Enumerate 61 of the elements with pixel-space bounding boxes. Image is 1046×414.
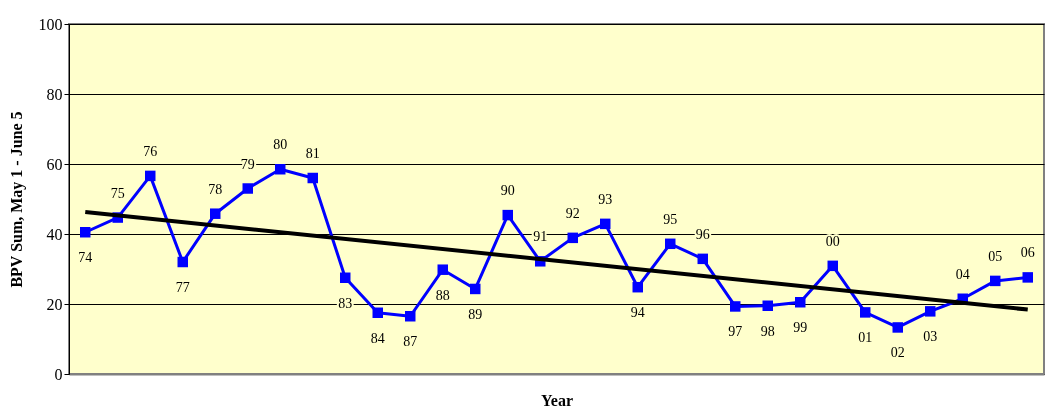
point: [990, 275, 1001, 287]
x-tick-label: 05: [988, 248, 1003, 264]
point: [925, 306, 936, 317]
x-tick-label: 80: [273, 137, 288, 153]
point: [632, 281, 643, 293]
y-tick-label: 80: [46, 85, 63, 103]
x-tick-label: 81: [305, 146, 320, 161]
point: [827, 260, 838, 272]
point: [340, 272, 351, 283]
point: [567, 232, 578, 244]
x-tick-label: 95: [663, 211, 678, 227]
x-tick-label: 02: [890, 345, 905, 361]
point: [892, 322, 903, 333]
point: [730, 301, 741, 312]
point: [860, 307, 871, 318]
point: [145, 170, 156, 182]
point: [697, 253, 708, 265]
x-tick-label: 77: [175, 280, 190, 295]
x-tick-label: 75: [110, 185, 125, 201]
point: [275, 164, 286, 175]
x-tick-label: 93: [598, 191, 613, 207]
point: [405, 311, 416, 322]
x-tick-label: 92: [565, 205, 580, 221]
x-axis-title: Year: [541, 391, 573, 409]
point: [177, 256, 188, 268]
x-tick-label: 76: [143, 143, 158, 159]
x-tick-label: 06: [1020, 245, 1035, 261]
x-tick-label: 99: [793, 320, 808, 336]
point: [307, 172, 318, 184]
x-tick-label: 88: [435, 287, 450, 303]
x-tick-label: 00: [825, 233, 840, 249]
point: [600, 218, 611, 230]
x-tick-label: 04: [955, 266, 970, 282]
point: [795, 297, 806, 308]
point: [372, 307, 383, 318]
point: [80, 227, 91, 238]
x-tick-label: 03: [923, 329, 938, 345]
y-tick-label: 40: [46, 225, 63, 243]
x-tick-label: 89: [468, 306, 483, 322]
point: [210, 208, 221, 219]
x-tick-label: 84: [370, 330, 385, 346]
point: [502, 209, 513, 221]
x-tick-label: 78: [208, 181, 223, 197]
x-tick-label: 87: [403, 334, 418, 350]
x-tick-label: 74: [78, 250, 93, 266]
x-tick-label: 97: [728, 324, 743, 340]
point: [437, 264, 448, 275]
point: [242, 183, 253, 194]
point: [665, 238, 676, 250]
x-tick-label: 90: [500, 183, 515, 199]
x-tick-label: 98: [760, 323, 775, 339]
y-axis-title: BPV Sum, May 1 - June 5: [7, 111, 26, 288]
point: [1022, 272, 1033, 283]
point: [762, 300, 773, 311]
y-tick-label: 60: [46, 155, 63, 173]
x-tick-label: 94: [630, 305, 645, 321]
y-tick-label: 0: [54, 365, 63, 383]
y-tick-label: 100: [38, 15, 63, 33]
point: [470, 283, 481, 295]
x-tick-label: 01: [858, 330, 873, 346]
y-tick-label: 20: [46, 295, 63, 313]
